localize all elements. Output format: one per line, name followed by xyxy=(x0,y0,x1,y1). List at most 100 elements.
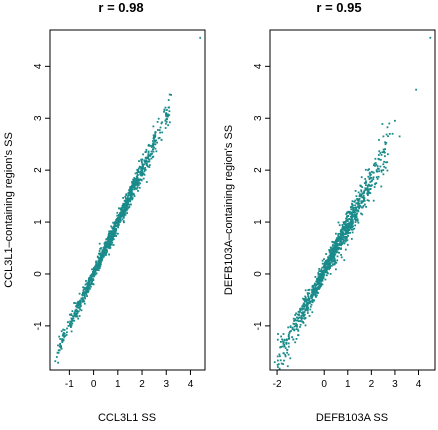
data-point xyxy=(62,338,65,341)
data-point xyxy=(71,319,74,322)
data-point xyxy=(385,133,388,136)
data-point xyxy=(311,311,314,314)
data-point xyxy=(327,259,330,261)
data-point xyxy=(337,235,340,238)
data-point xyxy=(293,320,295,322)
y-axis-label: DEFB103A–containing region's SS xyxy=(223,125,235,295)
data-point xyxy=(346,216,348,219)
data-point xyxy=(278,367,281,370)
data-point xyxy=(358,205,361,207)
data-point xyxy=(276,364,279,366)
data-point xyxy=(352,211,354,214)
x-axis-label: DEFB103A SS xyxy=(316,412,388,424)
data-point xyxy=(362,200,365,203)
data-point xyxy=(326,268,328,271)
data-point xyxy=(318,276,321,279)
data-point xyxy=(357,209,360,212)
data-point xyxy=(355,216,358,219)
data-point xyxy=(332,258,335,260)
data-point xyxy=(344,223,347,226)
data-point xyxy=(312,287,315,290)
data-point xyxy=(311,301,314,304)
data-point xyxy=(352,210,355,212)
data-point xyxy=(150,150,153,153)
data-point xyxy=(302,297,304,300)
data-point xyxy=(281,345,284,348)
data-point xyxy=(310,294,313,297)
data-point xyxy=(308,300,311,302)
data-point xyxy=(352,204,354,207)
data-point xyxy=(126,199,128,202)
data-point xyxy=(326,261,329,264)
data-point xyxy=(111,241,114,244)
data-point xyxy=(84,287,87,289)
data-point xyxy=(315,291,318,293)
data-point xyxy=(355,215,357,217)
data-point xyxy=(131,188,134,190)
data-point xyxy=(114,221,117,223)
data-point xyxy=(125,201,128,203)
data-point xyxy=(332,249,334,252)
data-point xyxy=(374,162,377,164)
y-axis: -1 0 1 2 3 4 xyxy=(253,63,270,330)
data-point xyxy=(351,212,353,215)
data-point xyxy=(336,246,339,249)
data-point xyxy=(160,122,163,125)
data-point xyxy=(116,221,119,223)
data-point xyxy=(302,305,305,307)
data-point xyxy=(92,272,95,275)
data-point xyxy=(321,259,324,262)
data-point xyxy=(351,215,354,218)
data-point xyxy=(76,302,79,304)
data-point xyxy=(75,312,78,315)
data-point xyxy=(126,212,128,214)
data-point xyxy=(333,262,336,265)
data-point xyxy=(311,290,314,292)
data-point xyxy=(385,161,387,164)
data-point xyxy=(69,325,72,327)
data-point xyxy=(109,243,112,246)
data-point xyxy=(353,227,356,230)
data-point xyxy=(79,302,82,305)
data-point xyxy=(119,219,122,222)
data-point xyxy=(360,201,363,203)
data-point xyxy=(361,196,364,199)
data-point xyxy=(379,152,382,154)
data-point xyxy=(354,209,357,211)
y-tick-label: 2 xyxy=(33,167,44,173)
data-point xyxy=(301,305,304,308)
data-point xyxy=(335,251,338,254)
data-point xyxy=(375,176,378,179)
data-point xyxy=(304,299,307,302)
data-point xyxy=(301,320,304,323)
data-point xyxy=(375,169,378,171)
data-point xyxy=(139,171,142,174)
data-point xyxy=(104,244,107,247)
data-point xyxy=(140,168,143,170)
data-point xyxy=(354,199,357,202)
data-point xyxy=(115,227,117,230)
data-point xyxy=(310,297,313,299)
data-point xyxy=(87,289,90,292)
data-point xyxy=(101,252,104,255)
data-point xyxy=(354,206,357,209)
data-point xyxy=(319,277,321,279)
data-point xyxy=(110,233,113,236)
data-point xyxy=(346,239,349,242)
data-point xyxy=(97,256,99,259)
data-point xyxy=(85,293,88,296)
data-point xyxy=(277,363,280,365)
data-point xyxy=(292,338,295,341)
data-point xyxy=(297,330,300,332)
data-point xyxy=(333,246,336,249)
data-point xyxy=(93,268,95,271)
data-point xyxy=(70,314,73,316)
data-point xyxy=(167,99,170,101)
data-point xyxy=(108,243,111,246)
data-point xyxy=(63,329,66,331)
data-point xyxy=(304,296,307,299)
y-tick-label: 1 xyxy=(33,219,44,225)
data-point xyxy=(342,236,345,238)
data-point xyxy=(86,286,88,288)
data-point xyxy=(348,223,351,226)
